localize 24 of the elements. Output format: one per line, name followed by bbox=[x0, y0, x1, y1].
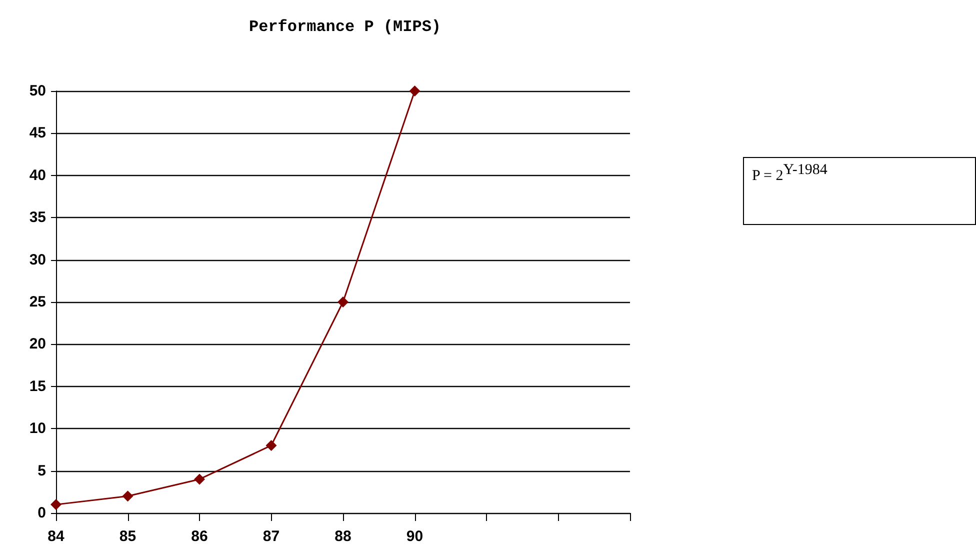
point bbox=[50, 499, 62, 510]
point bbox=[266, 440, 277, 451]
point bbox=[194, 474, 205, 485]
point bbox=[409, 86, 420, 96]
x-tick-label: 86 bbox=[191, 528, 208, 545]
y-tick-label: 50 bbox=[29, 82, 46, 100]
point bbox=[338, 296, 348, 308]
y-tick-label: 0 bbox=[38, 504, 46, 522]
y-tick-label: 5 bbox=[38, 462, 46, 480]
y-tick-label: 40 bbox=[29, 166, 46, 184]
y-tick-label: 45 bbox=[29, 124, 46, 142]
y-tick-label: 30 bbox=[29, 251, 46, 268]
x-tick-label: 88 bbox=[334, 528, 352, 545]
y-tick-label: 15 bbox=[29, 378, 46, 395]
x-tick-label: 85 bbox=[119, 528, 136, 545]
y-tick-label: 25 bbox=[29, 294, 46, 310]
x-tick-label: 87 bbox=[262, 528, 280, 545]
y-tick-label: 10 bbox=[29, 420, 46, 438]
chart-title: Performance P (MIPS) bbox=[248, 18, 442, 36]
x-tick-label: 90 bbox=[406, 528, 424, 545]
x-tick-label: 84 bbox=[48, 528, 65, 545]
y-tick-label: 35 bbox=[29, 209, 46, 226]
y-tick-label: 20 bbox=[29, 336, 46, 353]
point bbox=[122, 490, 134, 502]
